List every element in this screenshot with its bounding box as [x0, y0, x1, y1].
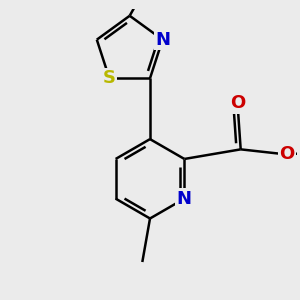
Text: O: O: [230, 94, 245, 112]
Text: O: O: [279, 146, 294, 164]
Text: N: N: [155, 31, 170, 49]
Text: N: N: [177, 190, 192, 208]
Text: S: S: [103, 69, 116, 87]
